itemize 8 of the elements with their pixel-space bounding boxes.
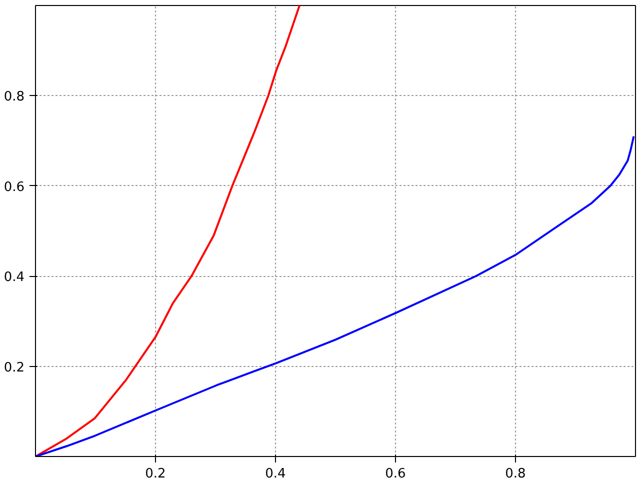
x-tick-label: 0.2: [145, 466, 166, 480]
x-tick-label: 0.6: [385, 466, 406, 480]
y-tick-label: 0.4: [4, 270, 25, 286]
y-tick-label: 0.8: [4, 90, 25, 105]
y-tick-label: 0.2: [4, 360, 25, 376]
y-tick-label: 0.6: [4, 180, 25, 195]
x-tick-label: 0.8: [505, 466, 526, 480]
x-tick-label: 0.4: [265, 466, 286, 480]
